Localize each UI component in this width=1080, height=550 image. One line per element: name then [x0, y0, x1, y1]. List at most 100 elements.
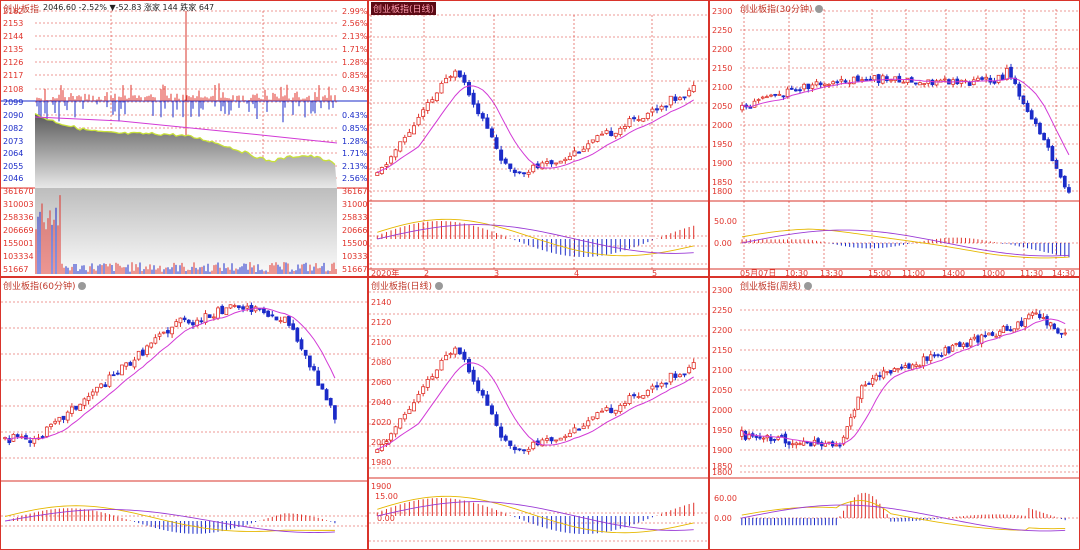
settings-icon[interactable] [435, 282, 444, 290]
daily-candle [659, 382, 664, 387]
macd-label: 50.00 [714, 217, 737, 226]
min30-candle [822, 83, 827, 86]
min60-candle [107, 374, 112, 387]
min30-candle [752, 100, 757, 108]
min30-panel[interactable]: 2300 2250 2200 2150 2100 2050 2000 1950 1900 1850… [709, 0, 1080, 277]
weekly-candle [1052, 323, 1056, 330]
min60-candle [78, 403, 83, 411]
weekly-candle [1041, 317, 1046, 319]
min60-candle [232, 305, 237, 307]
min30-candle [922, 83, 926, 85]
intraday-panel[interactable]: 2162 2153 2144 2135 2126 2117 2108 2099 2090 2082… [0, 0, 368, 277]
daily-dea-line [377, 224, 694, 254]
daily-candle [389, 433, 394, 441]
weekly-candle [914, 364, 918, 367]
daily-panel-bottom[interactable]: 2140 2120 2100 2080 2060 2040 2020 2000 1980 1900… [368, 277, 709, 550]
daily-candle [494, 137, 499, 149]
weekly-candle [860, 385, 864, 400]
daily-candle [554, 162, 559, 165]
min60-candle [28, 440, 32, 444]
weekly-candle [1005, 325, 1009, 331]
weekly-candle [972, 336, 977, 340]
x-axis-label: 10:00 [982, 269, 1005, 276]
price-label: 2055 [3, 162, 23, 171]
daily-candle [554, 439, 559, 442]
weekly-candle [889, 370, 893, 374]
min60-candle [90, 391, 95, 396]
settings-icon[interactable] [804, 282, 813, 290]
min30-candle [980, 77, 984, 80]
price-label: 2100 [712, 83, 732, 92]
min60-candle [65, 411, 70, 421]
min60-candle [245, 305, 250, 309]
avg-price-line [34, 116, 338, 144]
daily-candle [599, 410, 604, 413]
weekly-candle [820, 442, 824, 447]
weekly-candle [761, 437, 766, 440]
min60-candle [99, 383, 103, 388]
daily-candle [595, 412, 600, 419]
daily-chart-bottom: 2140 2120 2100 2080 2060 2040 2020 2000 1980 1900… [369, 291, 708, 542]
volume-label: 103334 [342, 252, 367, 261]
min30-candle [1029, 110, 1034, 120]
daily-candle [416, 116, 421, 126]
min60-candle [262, 308, 266, 314]
min30-candle [893, 76, 898, 81]
settings-icon[interactable] [78, 282, 87, 290]
volume-label: 310003 [3, 200, 34, 209]
daily-candle [499, 426, 504, 438]
percent-label: 2.56% [342, 19, 367, 28]
min60-panel[interactable]: 创业板指(60分钟) [0, 277, 368, 550]
daily-candle [462, 74, 467, 83]
min30-candle [851, 76, 856, 85]
weekly-candle [1059, 332, 1064, 335]
weekly-candle [801, 440, 806, 446]
percent-label: 2.56% [342, 174, 367, 183]
daily-candle [462, 351, 467, 360]
min60-candle [44, 426, 49, 437]
min60-candle [328, 398, 333, 406]
min60-candle [132, 359, 137, 368]
daily-candle [411, 402, 416, 412]
weekly-candle [979, 334, 984, 344]
volume-label: 206669 [342, 226, 367, 235]
min60-candle [278, 320, 283, 323]
daily-candle [457, 70, 462, 78]
weekly-candle [943, 347, 947, 356]
daily-panel-top[interactable]: 2020年 2 3 4 5 创业板指(日线) [368, 0, 709, 277]
daily-candle [659, 105, 664, 110]
daily-candle [480, 390, 485, 396]
daily-candle [641, 394, 646, 399]
daily-candle [558, 437, 563, 441]
price-label: 2073 [3, 137, 23, 146]
daily-candle [411, 125, 416, 135]
min60-candle [141, 349, 145, 356]
min60-candle [282, 316, 287, 323]
daily-candle [526, 448, 531, 452]
price-label: 2082 [3, 124, 23, 133]
weekly-panel[interactable]: 2300 2250 2200 2150 2100 2050 2000 1950 1900 1850… [709, 277, 1080, 550]
daily-candle [609, 407, 614, 413]
intraday-quote-info: 2046.60 -2.52% ▼-52.83 涨家 144 跌家 647 [43, 3, 215, 12]
daily-candle [448, 353, 453, 356]
volume-label: 310003 [342, 200, 367, 209]
daily-candle [668, 95, 673, 106]
daily-candle [398, 141, 403, 152]
daily-candle [421, 386, 426, 394]
daily-candle [682, 373, 687, 376]
min30-candle [765, 96, 769, 99]
settings-icon[interactable] [815, 5, 824, 13]
price-label: 2250 [712, 26, 732, 35]
weekly-candle [776, 436, 780, 440]
price-label: 2153 [3, 19, 23, 28]
price-label: 2250 [712, 306, 732, 315]
daily-candle [430, 376, 435, 380]
price-label: 2150 [712, 346, 732, 355]
daily-candle [687, 366, 692, 374]
min60-candle [174, 321, 179, 327]
daily-candle [668, 372, 673, 383]
price-label: 2140 [371, 298, 391, 307]
price-label: 1850 [712, 462, 732, 471]
price-label: 1850 [712, 178, 732, 187]
x-axis-label: 10:30 [785, 269, 808, 276]
